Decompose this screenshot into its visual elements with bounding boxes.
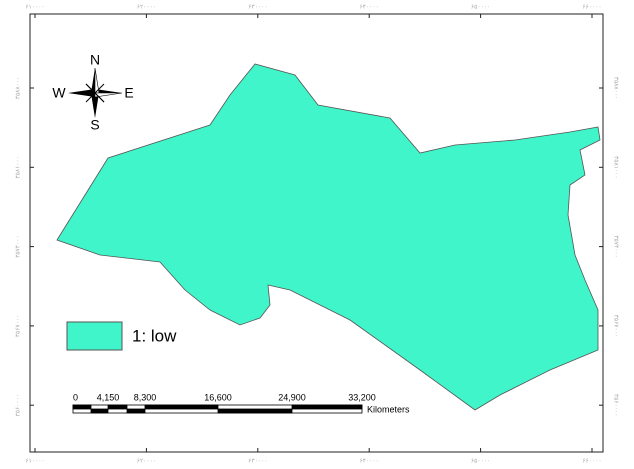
scale-label: 0 bbox=[73, 392, 78, 402]
y-label-left: ۳۵۶۷۰۰۰ bbox=[16, 315, 22, 338]
scale-bar bbox=[72, 404, 363, 414]
compass-s: S bbox=[90, 117, 99, 133]
scale-label: 33,200 bbox=[348, 392, 376, 402]
scale-label: 16,600 bbox=[204, 392, 232, 402]
y-label-left: ۳۵۸۸۰۰۰ bbox=[16, 77, 22, 100]
y-label-right: ۳۵۶۰۰۰۰ bbox=[612, 394, 618, 417]
y-label-left: ۳۵۶۰۰۰۰ bbox=[16, 394, 22, 417]
scale-unit: Kilometers bbox=[367, 404, 410, 414]
x-label-bottom: ۶۲۰۰۰۰ bbox=[137, 459, 156, 465]
scale-label: 4,150 bbox=[97, 392, 120, 402]
compass bbox=[68, 67, 123, 118]
x-label-top: ۶۲۰۰۰۰ bbox=[137, 5, 156, 11]
y-label-left: ۳۵۸۱۰۰۰ bbox=[16, 156, 22, 179]
x-label-top: ۶۵۰۰۰۰ bbox=[471, 5, 490, 11]
compass-n: N bbox=[90, 52, 100, 68]
x-label-bottom: ۶۴۰۰۰۰ bbox=[360, 459, 379, 465]
compass-e: E bbox=[124, 85, 133, 101]
x-label-top: ۶۳۰۰۰۰ bbox=[248, 5, 267, 11]
x-label-bottom: ۶۳۰۰۰۰ bbox=[248, 459, 267, 465]
region bbox=[56, 63, 601, 411]
y-label-right: ۳۵۶۷۰۰۰ bbox=[612, 315, 618, 338]
y-label-left: ۳۵۷۴۰۰۰ bbox=[16, 235, 22, 258]
x-label-bottom: ۶۱۰۰۰۰ bbox=[25, 459, 44, 465]
y-label-right: ۳۵۸۸۰۰۰ bbox=[612, 77, 618, 100]
scale-label: 8,300 bbox=[134, 392, 157, 402]
x-label-top: ۶۶۰۰۰۰ bbox=[582, 5, 601, 11]
x-label-bottom: ۶۶۰۰۰۰ bbox=[582, 459, 601, 465]
legend-label: 1: low bbox=[132, 326, 177, 345]
scale-label: 24,900 bbox=[278, 392, 306, 402]
y-label-right: ۳۵۷۴۰۰۰ bbox=[612, 235, 618, 258]
x-label-top: ۶۱۰۰۰۰ bbox=[25, 5, 44, 11]
x-label-top: ۶۴۰۰۰۰ bbox=[360, 5, 379, 11]
legend-swatch bbox=[66, 321, 123, 351]
x-label-bottom: ۶۵۰۰۰۰ bbox=[471, 459, 490, 465]
y-label-right: ۳۵۸۱۰۰۰ bbox=[612, 156, 618, 179]
compass-w: W bbox=[52, 85, 66, 101]
